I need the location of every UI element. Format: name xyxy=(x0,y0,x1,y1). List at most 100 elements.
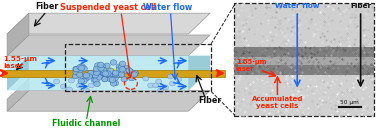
Ellipse shape xyxy=(98,62,104,68)
Bar xyxy=(234,57,375,65)
Ellipse shape xyxy=(88,83,94,88)
Ellipse shape xyxy=(98,69,105,74)
Ellipse shape xyxy=(101,68,107,73)
Ellipse shape xyxy=(143,76,149,81)
Ellipse shape xyxy=(112,75,119,81)
Text: Water flow: Water flow xyxy=(275,3,319,9)
Polygon shape xyxy=(7,13,210,34)
Ellipse shape xyxy=(115,72,121,78)
Ellipse shape xyxy=(73,66,80,72)
Text: 50 μm: 50 μm xyxy=(340,100,359,105)
Ellipse shape xyxy=(102,71,109,76)
Ellipse shape xyxy=(124,65,130,71)
Ellipse shape xyxy=(102,76,108,82)
Ellipse shape xyxy=(81,78,87,84)
Polygon shape xyxy=(188,56,210,90)
Ellipse shape xyxy=(68,78,74,83)
Ellipse shape xyxy=(102,71,108,76)
Ellipse shape xyxy=(101,70,108,76)
Ellipse shape xyxy=(67,87,73,92)
Bar xyxy=(234,47,375,75)
Ellipse shape xyxy=(54,79,60,84)
Ellipse shape xyxy=(119,61,125,66)
Text: Fiber: Fiber xyxy=(350,3,371,9)
Ellipse shape xyxy=(97,66,103,71)
Ellipse shape xyxy=(83,76,89,81)
Polygon shape xyxy=(7,35,210,56)
Ellipse shape xyxy=(167,74,174,79)
Ellipse shape xyxy=(92,73,99,78)
Ellipse shape xyxy=(102,71,108,76)
Text: 1.55-μm
laser: 1.55-μm laser xyxy=(3,56,37,69)
Ellipse shape xyxy=(111,72,118,78)
Ellipse shape xyxy=(109,77,116,83)
Ellipse shape xyxy=(119,67,125,72)
Polygon shape xyxy=(7,90,210,111)
Ellipse shape xyxy=(102,71,108,76)
Ellipse shape xyxy=(104,63,110,68)
Ellipse shape xyxy=(148,83,153,88)
Ellipse shape xyxy=(73,69,79,75)
Ellipse shape xyxy=(86,74,92,79)
Polygon shape xyxy=(7,13,29,56)
Text: Fiber: Fiber xyxy=(198,96,222,105)
Ellipse shape xyxy=(93,66,100,72)
Ellipse shape xyxy=(118,72,125,77)
Ellipse shape xyxy=(99,69,105,75)
Ellipse shape xyxy=(76,72,83,78)
Ellipse shape xyxy=(106,72,113,78)
Ellipse shape xyxy=(116,64,122,69)
Ellipse shape xyxy=(100,71,107,76)
Text: Fiber: Fiber xyxy=(35,2,58,11)
Bar xyxy=(234,3,375,116)
Ellipse shape xyxy=(118,65,125,70)
Text: Accumulated
yeast cells: Accumulated yeast cells xyxy=(252,96,303,109)
Ellipse shape xyxy=(103,73,109,79)
Ellipse shape xyxy=(110,81,117,86)
Ellipse shape xyxy=(98,66,104,71)
Ellipse shape xyxy=(105,71,111,76)
Text: Fluidic channel: Fluidic channel xyxy=(52,119,121,128)
Ellipse shape xyxy=(153,83,159,88)
Ellipse shape xyxy=(126,68,132,73)
Ellipse shape xyxy=(175,77,181,82)
Ellipse shape xyxy=(73,66,79,72)
Ellipse shape xyxy=(107,77,114,82)
Polygon shape xyxy=(7,56,210,90)
Ellipse shape xyxy=(83,88,89,93)
Ellipse shape xyxy=(73,73,79,79)
Ellipse shape xyxy=(87,70,94,76)
Ellipse shape xyxy=(94,81,100,87)
Text: Water flow: Water flow xyxy=(143,3,192,12)
Ellipse shape xyxy=(131,72,138,77)
Ellipse shape xyxy=(93,77,99,83)
Ellipse shape xyxy=(105,70,111,76)
Ellipse shape xyxy=(92,73,98,79)
Ellipse shape xyxy=(91,77,98,83)
Ellipse shape xyxy=(92,72,98,78)
Ellipse shape xyxy=(97,68,119,79)
Ellipse shape xyxy=(77,64,84,70)
Ellipse shape xyxy=(128,69,135,75)
Ellipse shape xyxy=(78,76,84,81)
Ellipse shape xyxy=(121,77,127,82)
Ellipse shape xyxy=(158,88,164,93)
Ellipse shape xyxy=(113,70,119,76)
Bar xyxy=(65,44,211,91)
Ellipse shape xyxy=(96,75,103,80)
Polygon shape xyxy=(7,79,29,111)
Ellipse shape xyxy=(102,76,108,82)
Ellipse shape xyxy=(101,70,108,75)
Ellipse shape xyxy=(81,66,87,71)
Ellipse shape xyxy=(95,73,102,78)
Ellipse shape xyxy=(100,72,107,78)
Text: 1.55-μm
laser: 1.55-μm laser xyxy=(236,59,266,72)
Ellipse shape xyxy=(76,83,82,88)
Ellipse shape xyxy=(101,70,107,76)
Bar xyxy=(0,70,225,77)
Ellipse shape xyxy=(99,64,105,69)
Ellipse shape xyxy=(78,78,84,84)
Ellipse shape xyxy=(78,65,85,71)
Ellipse shape xyxy=(77,67,83,73)
Polygon shape xyxy=(7,56,29,90)
